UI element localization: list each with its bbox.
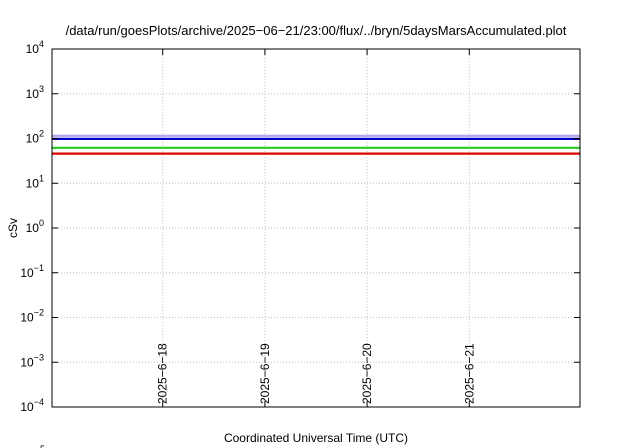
- x-axis-ticks: 2025−6−18 2025−6−19 2025−6−20 2025−6−21: [156, 49, 476, 407]
- x-tick-label: 2025−6−18: [156, 343, 170, 404]
- y-tick-label: 10−1: [20, 263, 44, 280]
- chart-title: /data/run/goesPlots/archive/2025−06−21/2…: [66, 23, 567, 38]
- x-tick-label: 2025−6−20: [360, 343, 374, 404]
- y-axis-label: cSv: [6, 218, 20, 238]
- series-lines: [52, 134, 580, 155]
- y-tick-label: 100: [26, 218, 44, 235]
- y-tick-label: 10−3: [20, 352, 44, 369]
- y-tick-label: 104: [26, 39, 44, 56]
- y-axis-ticks: 104 103 102 101 100 10−1 10−2 10−3 10−4: [20, 39, 580, 414]
- cutoff-tick-label: 5: [40, 444, 45, 448]
- grid: [52, 49, 580, 407]
- x-axis-label: Coordinated Universal Time (UTC): [224, 431, 408, 445]
- y-tick-label: 103: [26, 84, 44, 101]
- x-tick-label: 2025−6−19: [258, 343, 272, 404]
- y-tick-label: 101: [26, 173, 44, 190]
- x-tick-label: 2025−6−21: [462, 343, 476, 404]
- y-tick-label: 10−2: [20, 308, 44, 325]
- y-tick-label: 10−4: [20, 397, 44, 414]
- y-tick-label: 102: [26, 129, 44, 146]
